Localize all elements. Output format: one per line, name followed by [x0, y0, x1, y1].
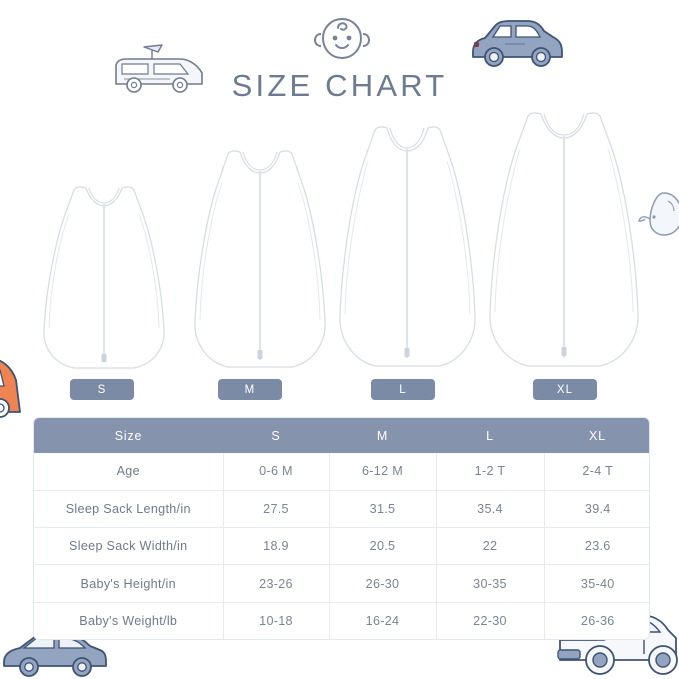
sleep-sack-m: [194, 150, 326, 368]
size-badge-s: S: [70, 379, 134, 400]
table-row: Sleep Sack Width/in 18.9 20.5 22 23.6: [34, 527, 649, 566]
cell-weight-s: 10-18: [223, 602, 330, 640]
table-row: Age 0-6 M 6-12 M 1-2 T 2-4 T: [34, 453, 649, 491]
cell-age-m: 6-12 M: [329, 453, 437, 491]
col-header-size: Size: [34, 418, 223, 453]
size-badge-m: M: [218, 379, 282, 400]
cell-width-l: 22: [436, 527, 545, 566]
cell-age-l: 1-2 T: [436, 453, 545, 491]
table-row: Baby's Weight/lb 10-18 16-24 22-30 26-36: [34, 602, 649, 640]
size-badge-xl: XL: [533, 379, 597, 400]
van-top-icon: [115, 44, 203, 93]
col-header-xl: XL: [544, 418, 649, 453]
size-table: Size S M L XL Age 0-6 M 6-12 M 1-2 T 2-4…: [34, 418, 649, 640]
sleep-sack-l: [339, 126, 476, 367]
cell-height-xl: 35-40: [544, 564, 649, 603]
car-top-icon: [472, 20, 563, 67]
row-label-baby-height: Baby's Height/in: [34, 564, 224, 603]
cell-length-l: 35.4: [436, 490, 545, 529]
sleep-sack-s: [43, 186, 165, 369]
row-label-sleep-sack-width: Sleep Sack Width/in: [34, 527, 224, 566]
row-label-sleep-sack-length: Sleep Sack Length/in: [34, 490, 224, 529]
cell-weight-l: 22-30: [436, 602, 545, 640]
cell-height-m: 26-30: [329, 564, 437, 603]
cell-width-xl: 23.6: [544, 527, 649, 566]
cell-height-s: 23-26: [223, 564, 330, 603]
page-title: SIZE CHART: [231, 68, 448, 103]
size-badge-l: L: [371, 379, 435, 400]
cell-age-xl: 2-4 T: [544, 453, 649, 491]
table-header-row: Size S M L XL: [34, 418, 649, 453]
table-row: Baby's Height/in 23-26 26-30 30-35 35-40: [34, 564, 649, 603]
cell-length-m: 31.5: [329, 490, 437, 529]
col-header-l: L: [436, 418, 544, 453]
row-label-age: Age: [34, 453, 224, 491]
cell-length-s: 27.5: [223, 490, 330, 529]
table-row: Sleep Sack Length/in 27.5 31.5 35.4 39.4: [34, 490, 649, 529]
cell-width-m: 20.5: [329, 527, 437, 566]
baby-face-icon: [313, 17, 371, 60]
cell-age-s: 0-6 M: [223, 453, 330, 491]
cell-width-s: 18.9: [223, 527, 330, 566]
sleep-sack-xl: [489, 112, 639, 367]
cell-weight-m: 16-24: [329, 602, 437, 640]
whale-icon: [638, 192, 679, 236]
col-header-s: S: [223, 418, 329, 453]
van-orange-icon: [0, 359, 21, 418]
row-label-baby-weight: Baby's Weight/lb: [34, 602, 224, 640]
cell-weight-xl: 26-36: [580, 614, 615, 629]
cell-length-xl: 39.4: [544, 490, 649, 529]
col-header-m: M: [329, 418, 436, 453]
size-table-container: Size S M L XL Age 0-6 M 6-12 M 1-2 T 2-4…: [33, 417, 650, 641]
cell-height-l: 30-35: [436, 564, 545, 603]
